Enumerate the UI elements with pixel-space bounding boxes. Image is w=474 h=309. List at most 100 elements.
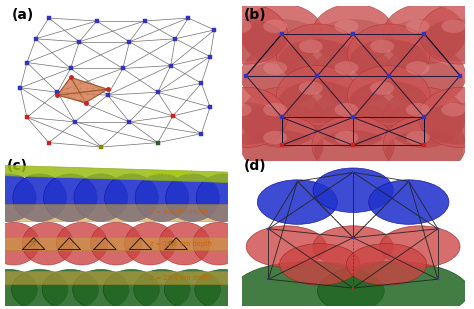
Ellipse shape xyxy=(385,61,464,103)
Ellipse shape xyxy=(441,103,465,116)
Ellipse shape xyxy=(406,103,430,116)
Ellipse shape xyxy=(207,19,285,61)
Ellipse shape xyxy=(246,226,327,267)
Ellipse shape xyxy=(276,24,359,84)
Ellipse shape xyxy=(299,81,323,95)
Ellipse shape xyxy=(347,66,430,126)
Ellipse shape xyxy=(312,115,394,176)
Ellipse shape xyxy=(312,4,394,64)
Ellipse shape xyxy=(335,103,358,116)
Ellipse shape xyxy=(56,222,108,265)
Polygon shape xyxy=(57,77,108,95)
Ellipse shape xyxy=(243,61,321,103)
Ellipse shape xyxy=(350,81,428,123)
Ellipse shape xyxy=(314,103,392,145)
Ellipse shape xyxy=(205,87,287,148)
Ellipse shape xyxy=(318,261,469,309)
Ellipse shape xyxy=(233,261,384,309)
Ellipse shape xyxy=(22,222,73,265)
Ellipse shape xyxy=(380,226,460,267)
Ellipse shape xyxy=(207,103,285,145)
Ellipse shape xyxy=(263,19,287,33)
Ellipse shape xyxy=(193,222,244,265)
Ellipse shape xyxy=(228,19,252,33)
Ellipse shape xyxy=(313,168,393,213)
Polygon shape xyxy=(57,89,108,103)
Ellipse shape xyxy=(385,103,464,145)
Ellipse shape xyxy=(419,4,474,64)
Ellipse shape xyxy=(370,40,394,53)
Ellipse shape xyxy=(103,269,160,309)
Ellipse shape xyxy=(42,269,99,309)
Ellipse shape xyxy=(421,103,474,145)
Ellipse shape xyxy=(205,4,287,64)
Ellipse shape xyxy=(335,131,358,144)
Ellipse shape xyxy=(196,174,250,221)
Ellipse shape xyxy=(346,243,427,285)
Ellipse shape xyxy=(314,19,392,61)
Ellipse shape xyxy=(13,174,67,221)
Ellipse shape xyxy=(0,269,37,309)
Ellipse shape xyxy=(406,131,430,144)
Ellipse shape xyxy=(419,87,474,148)
Ellipse shape xyxy=(91,222,142,265)
Ellipse shape xyxy=(441,19,465,33)
Ellipse shape xyxy=(241,115,323,176)
Ellipse shape xyxy=(383,4,465,64)
Ellipse shape xyxy=(383,87,465,148)
Ellipse shape xyxy=(276,66,359,126)
Bar xyxy=(0,271,238,284)
Ellipse shape xyxy=(263,131,287,144)
Ellipse shape xyxy=(257,180,337,224)
Ellipse shape xyxy=(314,130,392,172)
Text: z = 29.4 km depth: z = 29.4 km depth xyxy=(149,275,212,281)
Ellipse shape xyxy=(350,39,428,81)
Ellipse shape xyxy=(104,174,158,221)
Ellipse shape xyxy=(44,174,97,221)
Text: terrain level: terrain level xyxy=(149,170,192,176)
Ellipse shape xyxy=(406,61,430,75)
Ellipse shape xyxy=(164,269,221,309)
Ellipse shape xyxy=(347,24,430,84)
Ellipse shape xyxy=(243,130,321,172)
Ellipse shape xyxy=(195,269,251,309)
Ellipse shape xyxy=(241,45,323,106)
Polygon shape xyxy=(57,77,86,103)
Ellipse shape xyxy=(243,103,321,145)
Ellipse shape xyxy=(165,174,219,221)
Ellipse shape xyxy=(383,45,465,106)
Ellipse shape xyxy=(421,19,474,61)
Ellipse shape xyxy=(74,174,128,221)
Ellipse shape xyxy=(312,87,394,148)
Ellipse shape xyxy=(312,45,394,106)
Ellipse shape xyxy=(263,61,287,75)
Text: (b): (b) xyxy=(244,8,266,22)
Text: (a): (a) xyxy=(12,8,34,22)
Ellipse shape xyxy=(406,19,430,33)
Ellipse shape xyxy=(73,269,129,309)
Ellipse shape xyxy=(135,174,189,221)
Ellipse shape xyxy=(280,243,360,285)
Ellipse shape xyxy=(314,61,392,103)
Ellipse shape xyxy=(335,19,358,33)
Bar xyxy=(0,204,238,221)
Ellipse shape xyxy=(299,40,323,53)
Polygon shape xyxy=(71,77,108,103)
Ellipse shape xyxy=(125,222,176,265)
Ellipse shape xyxy=(243,19,321,61)
Ellipse shape xyxy=(370,81,394,95)
Ellipse shape xyxy=(385,130,464,172)
Ellipse shape xyxy=(241,4,323,64)
Ellipse shape xyxy=(11,269,68,309)
Ellipse shape xyxy=(134,269,190,309)
Ellipse shape xyxy=(335,61,358,75)
Ellipse shape xyxy=(241,87,323,148)
Ellipse shape xyxy=(369,180,449,224)
Ellipse shape xyxy=(278,81,356,123)
Ellipse shape xyxy=(278,39,356,81)
Ellipse shape xyxy=(0,174,36,221)
Text: z = 9.8 km depth: z = 9.8 km depth xyxy=(149,209,208,215)
Ellipse shape xyxy=(313,226,393,267)
Text: z = 19.6 km depth: z = 19.6 km depth xyxy=(149,241,211,247)
Polygon shape xyxy=(0,165,238,183)
